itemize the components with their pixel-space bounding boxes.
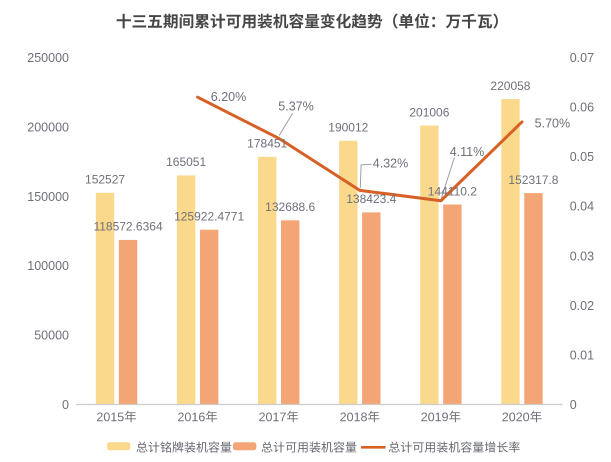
svg-text:125922.4771: 125922.4771 bbox=[174, 210, 244, 224]
svg-text:132688.6: 132688.6 bbox=[265, 200, 315, 214]
svg-text:165051: 165051 bbox=[166, 155, 206, 169]
svg-text:5.70%: 5.70% bbox=[535, 116, 570, 130]
svg-text:0.01: 0.01 bbox=[570, 348, 594, 362]
svg-text:6.20%: 6.20% bbox=[211, 90, 246, 104]
svg-text:0.05: 0.05 bbox=[570, 150, 594, 164]
svg-text:201006: 201006 bbox=[409, 105, 449, 119]
svg-text:118572.6364: 118572.6364 bbox=[93, 220, 163, 234]
svg-text:0: 0 bbox=[570, 398, 577, 412]
svg-text:0: 0 bbox=[62, 398, 69, 412]
svg-text:138423.4: 138423.4 bbox=[346, 192, 396, 206]
svg-text:152317.8: 152317.8 bbox=[508, 173, 558, 187]
svg-text:50000: 50000 bbox=[34, 329, 69, 343]
svg-text:190012: 190012 bbox=[328, 121, 368, 135]
svg-text:5.37%: 5.37% bbox=[278, 100, 313, 114]
svg-text:0.04: 0.04 bbox=[570, 200, 594, 214]
svg-text:4.11%: 4.11% bbox=[450, 145, 485, 159]
svg-text:178451: 178451 bbox=[247, 137, 287, 151]
svg-text:100000: 100000 bbox=[27, 259, 69, 273]
svg-text:0.03: 0.03 bbox=[570, 249, 594, 263]
svg-text:0.02: 0.02 bbox=[570, 299, 594, 313]
svg-text:4.32%: 4.32% bbox=[373, 157, 408, 171]
svg-text:200000: 200000 bbox=[27, 120, 69, 134]
svg-text:0.07: 0.07 bbox=[570, 51, 594, 65]
svg-text:144110.2: 144110.2 bbox=[428, 184, 477, 198]
svg-text:220058: 220058 bbox=[490, 79, 530, 93]
svg-text:152527: 152527 bbox=[85, 173, 125, 187]
svg-text:150000: 150000 bbox=[27, 190, 69, 204]
svg-text:250000: 250000 bbox=[27, 51, 69, 65]
svg-text:0.06: 0.06 bbox=[570, 101, 594, 115]
